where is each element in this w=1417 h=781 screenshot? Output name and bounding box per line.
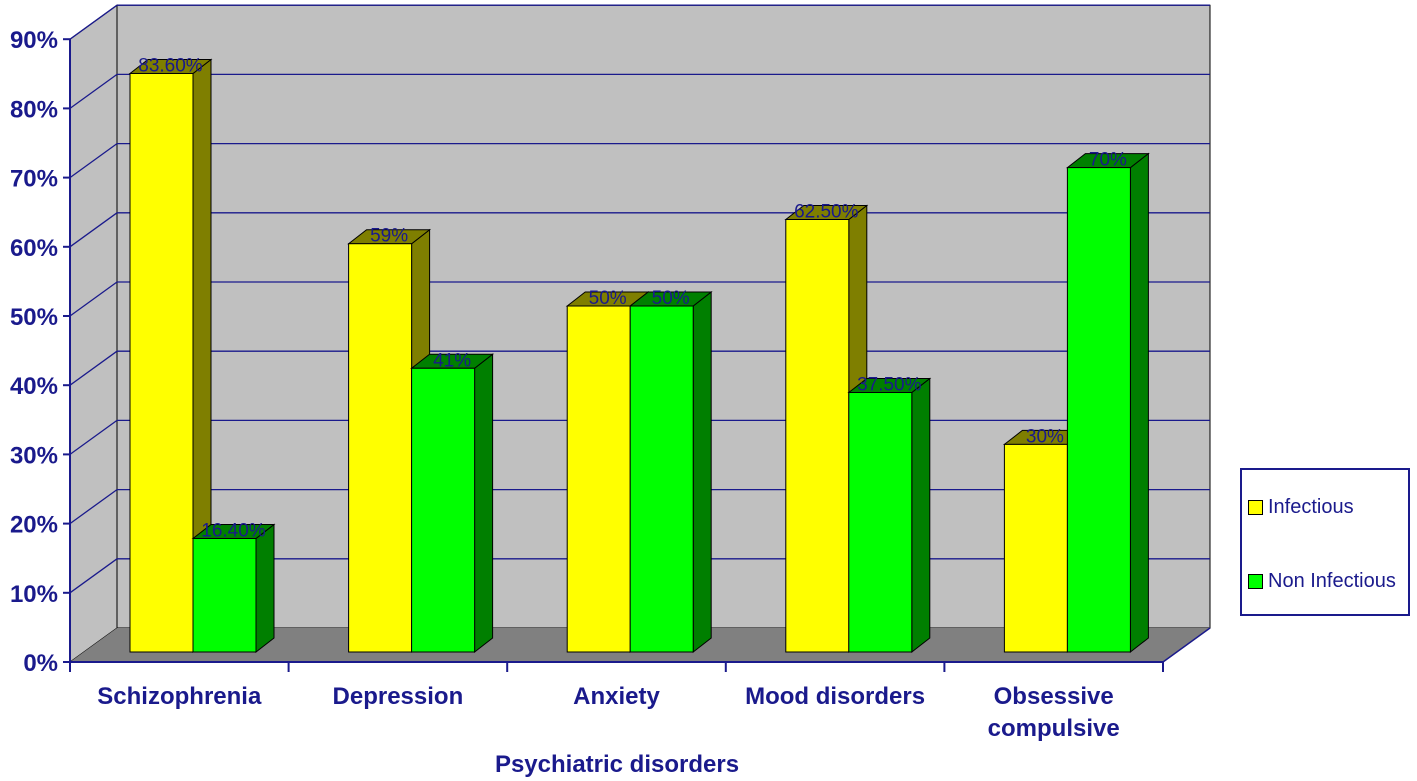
x-axis-title: Psychiatric disorders: [495, 751, 739, 778]
data-label: 62.50%: [794, 202, 859, 223]
gridline-side: [69, 350, 118, 386]
x-tick-label: Mood disorders: [745, 683, 925, 710]
x-axis-edge: [1162, 627, 1211, 663]
bar: [629, 305, 694, 653]
data-label: 16.40%: [201, 521, 266, 542]
data-label: 50%: [589, 288, 627, 309]
bar: [348, 243, 413, 653]
x-tick-label: Anxiety: [573, 683, 660, 710]
gridline-side: [69, 212, 118, 248]
legend: Infectious Non Infectious: [1240, 468, 1410, 616]
bar-side: [1129, 152, 1149, 654]
legend-item-infectious: Infectious: [1248, 496, 1354, 519]
gridline-side: [69, 281, 118, 317]
gridline-side: [69, 73, 118, 109]
bar: [785, 219, 850, 653]
bar-side: [255, 523, 275, 654]
legend-label-infectious: Infectious: [1268, 496, 1354, 518]
legend-label-non-infectious: Non Infectious: [1268, 570, 1396, 592]
y-tick-label: 10%: [10, 581, 58, 608]
x-tick-label: compulsive: [988, 715, 1120, 742]
y-tick-label: 40%: [10, 373, 58, 400]
y-tick-label: 80%: [10, 96, 58, 123]
bar: [848, 392, 913, 653]
data-label: 50%: [652, 288, 690, 309]
bar-side: [911, 377, 931, 654]
bar-side: [692, 290, 712, 654]
y-tick-label: 90%: [10, 27, 58, 54]
data-label: 59%: [370, 226, 408, 247]
gridline-side: [69, 143, 118, 179]
legend-swatch-infectious: [1248, 500, 1263, 515]
bar: [1003, 443, 1068, 653]
bar: [192, 538, 257, 653]
x-tick-label: Obsessive: [994, 683, 1114, 710]
y-tick-label: 60%: [10, 235, 58, 262]
legend-swatch-non-infectious: [1248, 574, 1263, 589]
data-label: 83.60%: [138, 55, 203, 76]
x-tick-label: Depression: [333, 683, 464, 710]
x-tick-label: Schizophrenia: [97, 683, 262, 710]
bar: [411, 367, 476, 653]
bar-side: [474, 353, 494, 654]
data-label: 37.50%: [857, 375, 922, 396]
y-tick-label: 20%: [10, 512, 58, 539]
gridline-side: [69, 489, 118, 525]
bar: [1066, 167, 1131, 653]
y-tick-label: 50%: [10, 304, 58, 331]
legend-item-non-infectious: Non Infectious: [1248, 570, 1396, 593]
y-tick-label: 70%: [10, 166, 58, 193]
data-label: 41%: [433, 350, 471, 371]
gridline-side: [69, 558, 118, 594]
bar: [129, 72, 194, 653]
gridline-side: [69, 419, 118, 455]
data-label: 30%: [1026, 426, 1064, 447]
y-tick-label: 0%: [23, 650, 58, 677]
y-tick-label: 30%: [10, 442, 58, 469]
bar: [566, 305, 631, 653]
data-label: 70%: [1089, 150, 1127, 171]
gridline-side: [69, 4, 118, 40]
